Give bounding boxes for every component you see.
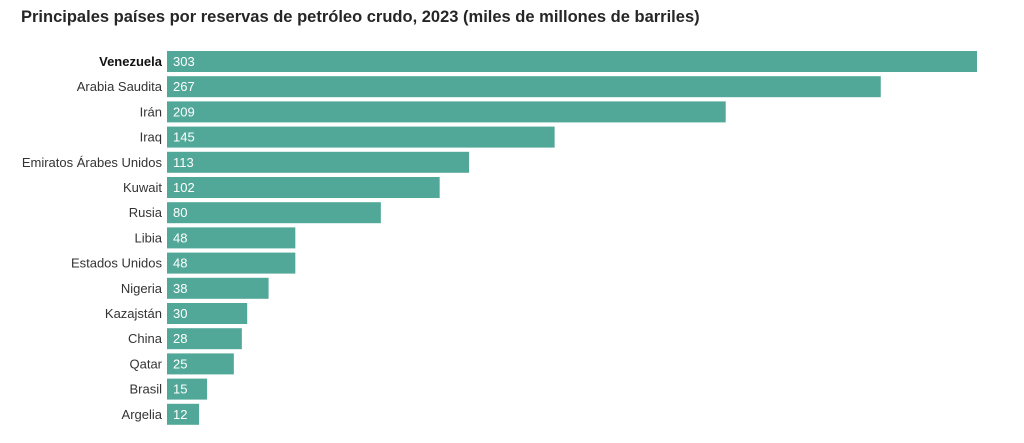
category-label: Qatar <box>129 356 162 371</box>
category-label: Nigeria <box>121 281 163 296</box>
value-label: 48 <box>173 256 187 271</box>
bar <box>167 51 977 72</box>
bar <box>167 126 555 148</box>
category-label: Venezuela <box>99 54 163 69</box>
bar <box>167 303 248 324</box>
bar <box>167 177 440 198</box>
value-label: 12 <box>173 407 187 422</box>
category-label: Arabia Saudita <box>77 79 163 94</box>
bar <box>167 202 381 224</box>
bar <box>167 353 234 375</box>
category-label: Emiratos Árabes Unidos <box>22 155 163 170</box>
value-label: 102 <box>173 180 195 195</box>
category-label: Estados Unidos <box>71 256 163 271</box>
value-label: 145 <box>173 130 195 145</box>
value-label: 28 <box>173 331 187 346</box>
value-label: 30 <box>173 306 187 321</box>
value-label: 48 <box>173 230 187 245</box>
bar <box>167 252 296 274</box>
value-label: 209 <box>173 104 195 119</box>
value-label: 303 <box>173 54 195 69</box>
bar <box>167 101 726 123</box>
value-label: 38 <box>173 281 187 296</box>
value-label: 80 <box>173 205 187 220</box>
chart-title: Principales países por reservas de petró… <box>21 8 700 26</box>
category-label: Rusia <box>129 205 163 220</box>
bar <box>167 403 200 425</box>
bar <box>167 277 269 299</box>
category-label: Brasil <box>129 382 162 397</box>
category-label: Irán <box>140 104 162 119</box>
category-label: Libia <box>135 230 163 245</box>
value-label: 25 <box>173 356 187 371</box>
bar <box>167 328 242 350</box>
category-label: Kuwait <box>123 180 162 195</box>
value-label: 15 <box>173 382 187 397</box>
bar <box>167 151 470 173</box>
category-label: Iraq <box>140 130 162 145</box>
value-label: 113 <box>173 155 194 170</box>
bar <box>167 227 296 249</box>
category-label: Argelia <box>122 407 163 422</box>
value-label: 267 <box>173 79 195 94</box>
bar <box>167 378 208 400</box>
category-label: Kazajstán <box>105 306 162 321</box>
bar <box>167 76 881 98</box>
category-label: China <box>128 331 163 346</box>
